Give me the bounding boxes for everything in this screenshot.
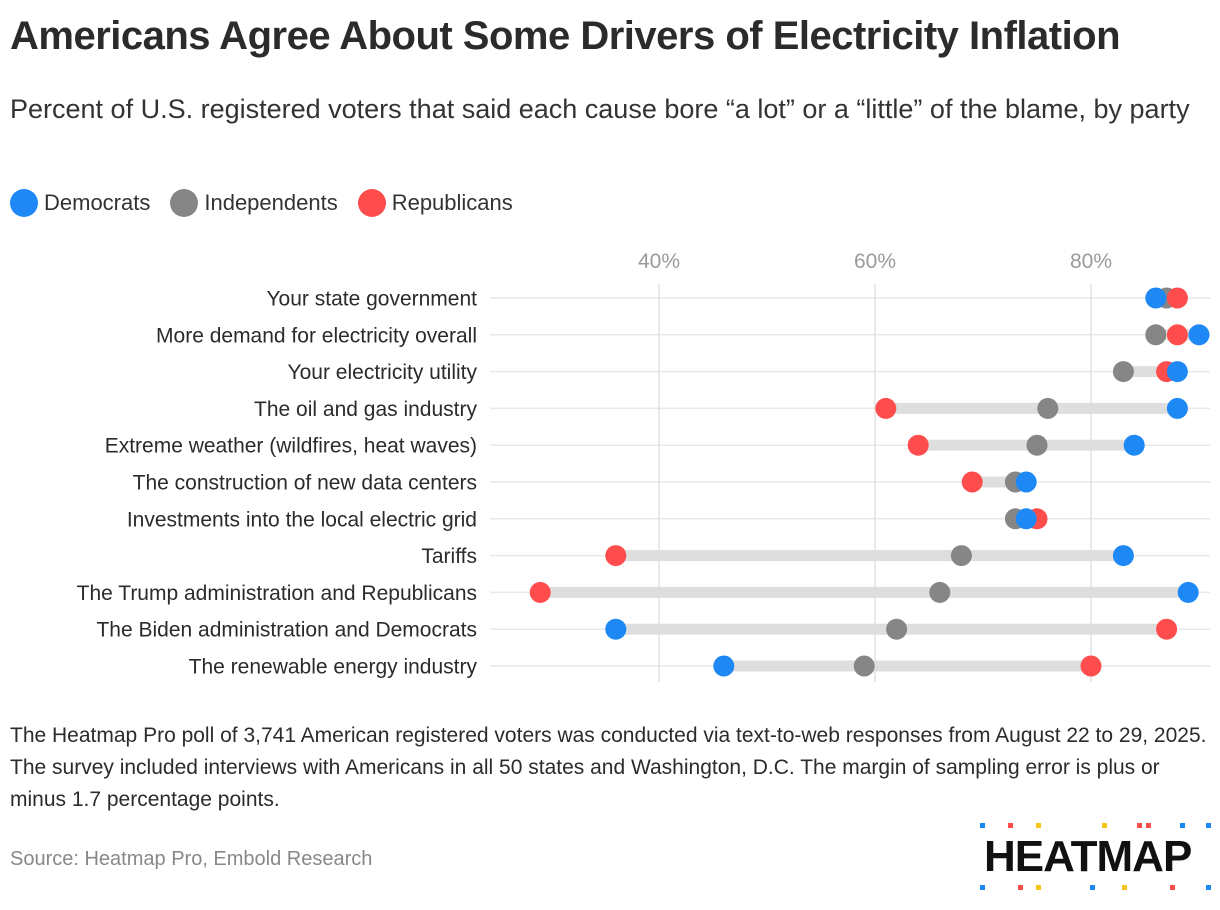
point-independents bbox=[853, 655, 875, 677]
logo-dots-top bbox=[980, 823, 1211, 828]
point-democrats bbox=[605, 618, 627, 640]
point-independents bbox=[1037, 397, 1059, 419]
legend-label-independents: Independents bbox=[204, 190, 338, 215]
category-label: Investments into the local electric grid bbox=[127, 508, 477, 531]
point-democrats bbox=[1015, 471, 1037, 493]
dot-plot-chart: 40% 60% 80% Your state government More deman… bbox=[77, 250, 1210, 682]
point-democrats bbox=[1123, 434, 1145, 456]
point-republicans bbox=[1166, 324, 1188, 346]
point-democrats bbox=[1166, 361, 1188, 383]
legend-item-republicans: Republicans bbox=[357, 189, 513, 217]
point-republicans bbox=[1166, 287, 1188, 309]
logo-text: HEATMAP bbox=[984, 832, 1192, 881]
point-independents bbox=[1026, 434, 1048, 456]
category-label: The construction of new data centers bbox=[133, 472, 477, 495]
point-independents bbox=[950, 545, 972, 567]
point-independents bbox=[1112, 361, 1134, 383]
category-label: Your electricity utility bbox=[288, 361, 478, 384]
heatmap-logo: HEATMAP bbox=[980, 823, 1212, 891]
point-democrats bbox=[1145, 287, 1167, 309]
legend: Democrats Independents Republicans bbox=[10, 186, 533, 220]
point-independents bbox=[929, 581, 951, 603]
category-label: Tariffs bbox=[421, 545, 477, 568]
point-republicans bbox=[1080, 655, 1102, 677]
point-democrats bbox=[713, 655, 735, 677]
point-republicans bbox=[907, 434, 929, 456]
point-democrats bbox=[1166, 397, 1188, 419]
legend-swatch-democrats bbox=[10, 189, 38, 217]
category-label: Extreme weather (wildfires, heat waves) bbox=[105, 435, 477, 458]
category-label: The Biden administration and Democrats bbox=[96, 619, 477, 642]
legend-label-republicans: Republicans bbox=[391, 190, 513, 215]
source-text: Source: Heatmap Pro, Embold Research bbox=[10, 848, 373, 870]
point-independents bbox=[886, 618, 908, 640]
legend-item-independents: Independents bbox=[170, 189, 338, 217]
point-republicans bbox=[875, 397, 897, 419]
point-republicans bbox=[605, 545, 627, 567]
methodology-note: The Heatmap Pro poll of 3,741 American r… bbox=[10, 724, 1207, 811]
legend-swatch-republicans bbox=[357, 189, 386, 217]
point-republicans bbox=[529, 581, 551, 603]
point-republicans bbox=[961, 471, 983, 493]
point-democrats bbox=[1188, 324, 1210, 346]
x-tick-label: 40% bbox=[638, 250, 680, 273]
logo-dots-bottom bbox=[980, 885, 1211, 890]
chart-subtitle: Percent of U.S. registered voters that s… bbox=[10, 94, 1190, 124]
legend-item-democrats: Democrats bbox=[10, 189, 150, 217]
point-democrats bbox=[1015, 508, 1037, 530]
category-label: The oil and gas industry bbox=[254, 398, 477, 421]
legend-swatch-independents bbox=[170, 189, 199, 217]
point-independents bbox=[1145, 324, 1167, 346]
point-democrats bbox=[1112, 545, 1134, 567]
point-republicans bbox=[1156, 618, 1178, 640]
category-label: Your state government bbox=[266, 288, 477, 311]
legend-label-democrats: Democrats bbox=[44, 190, 151, 215]
category-label: More demand for electricity overall bbox=[156, 324, 477, 347]
point-democrats bbox=[1177, 581, 1199, 603]
category-label: The renewable energy industry bbox=[189, 656, 478, 679]
chart-title: Americans Agree About Some Drivers of El… bbox=[10, 14, 1121, 58]
x-tick-label: 60% bbox=[854, 250, 896, 273]
category-label: The Trump administration and Republicans bbox=[77, 582, 477, 605]
x-tick-label: 80% bbox=[1070, 250, 1112, 273]
